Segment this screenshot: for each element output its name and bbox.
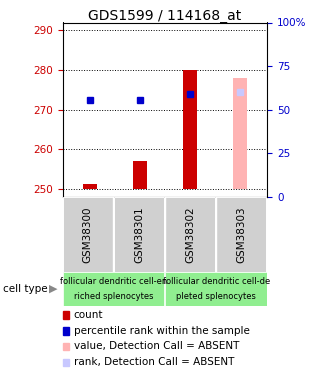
Bar: [63, 272, 164, 306]
Text: GSM38300: GSM38300: [83, 206, 93, 262]
Bar: [83, 184, 97, 189]
Text: GDS1599 / 114168_at: GDS1599 / 114168_at: [88, 9, 242, 23]
Text: cell type: cell type: [3, 284, 48, 294]
Bar: [183, 70, 197, 189]
Text: count: count: [74, 310, 103, 320]
Text: GSM38302: GSM38302: [185, 206, 195, 262]
Bar: [165, 272, 267, 306]
Text: percentile rank within the sample: percentile rank within the sample: [74, 326, 249, 336]
Text: ▶: ▶: [49, 284, 57, 294]
Bar: [216, 197, 266, 272]
Text: GSM38303: GSM38303: [236, 206, 246, 262]
Text: riched splenocytes: riched splenocytes: [74, 292, 153, 301]
Bar: [114, 197, 164, 272]
Bar: [63, 197, 113, 272]
Text: value, Detection Call = ABSENT: value, Detection Call = ABSENT: [74, 342, 239, 351]
Text: GSM38301: GSM38301: [134, 206, 144, 262]
Text: follicular dendritic cell-en: follicular dendritic cell-en: [60, 277, 167, 286]
Bar: [233, 78, 247, 189]
Text: follicular dendritic cell-de: follicular dendritic cell-de: [162, 277, 270, 286]
Text: rank, Detection Call = ABSENT: rank, Detection Call = ABSENT: [74, 357, 234, 367]
Bar: [133, 161, 147, 189]
Text: pleted splenocytes: pleted splenocytes: [176, 292, 256, 301]
Bar: [165, 197, 215, 272]
